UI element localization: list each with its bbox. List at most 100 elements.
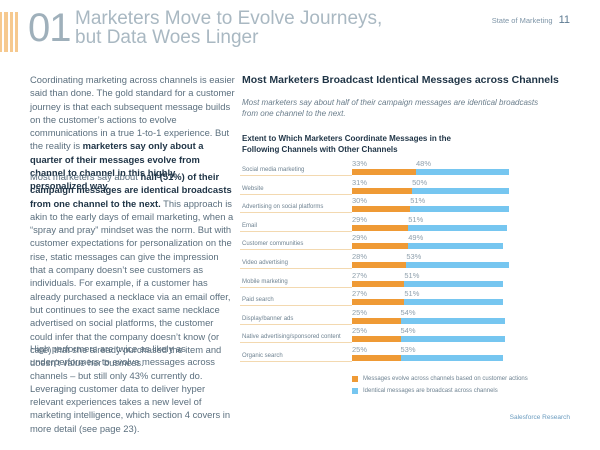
category-label: Organic search bbox=[242, 353, 283, 359]
value-label-evolve: 29% bbox=[352, 214, 368, 224]
row-divider bbox=[240, 268, 352, 269]
row-divider bbox=[240, 230, 352, 232]
category-label: Social media marketing bbox=[242, 167, 305, 173]
bar-identical bbox=[412, 187, 510, 194]
value-label-evolve: 30% bbox=[352, 196, 368, 206]
row-divider bbox=[240, 323, 352, 325]
legend-swatch-orange bbox=[352, 375, 358, 382]
value-label-identical: 51% bbox=[408, 214, 424, 224]
row-divider bbox=[240, 212, 352, 214]
value-label-evolve: 27% bbox=[352, 289, 368, 299]
chart-legend: Messages evolve across channels based on… bbox=[352, 373, 528, 397]
bar-evolve bbox=[352, 187, 413, 194]
footer-source: Salesforce Research bbox=[509, 414, 570, 421]
legend-item-evolve: Messages evolve across channels based on… bbox=[352, 373, 528, 384]
bar-evolve bbox=[352, 169, 417, 175]
chart-row: Native advertising/sponsored content 25% 5… bbox=[240, 325, 530, 344]
row-divider bbox=[240, 175, 352, 176]
chart-title: Extent to Which Marketers Coordinate Mes… bbox=[242, 134, 451, 154]
bar-evolve bbox=[352, 243, 409, 250]
bar-evolve bbox=[352, 336, 401, 343]
row-divider bbox=[240, 305, 352, 307]
value-label-evolve: 31% bbox=[352, 177, 368, 187]
chart-section-subtitle: Most marketers say about half of their c… bbox=[242, 98, 539, 118]
page-number: 11 bbox=[558, 14, 570, 26]
category-label: Customer communities bbox=[242, 241, 304, 248]
value-label-evolve: 28% bbox=[352, 252, 368, 261]
paragraph-3: High performers are twice as likely as u… bbox=[30, 343, 231, 434]
chart-row: Paid search 27% 51% bbox=[240, 288, 530, 307]
chart-row: Website 31% 50% bbox=[240, 177, 530, 195]
category-label: Email bbox=[242, 222, 258, 229]
value-label-identical: 51% bbox=[404, 270, 420, 280]
chart-row: Display/banner ads 25% 54% bbox=[240, 307, 530, 325]
category-label: Display/banner ads bbox=[242, 315, 294, 322]
paragraph-2: Most marketers say about half (51%) of t… bbox=[30, 170, 235, 369]
value-label-evolve: 29% bbox=[352, 233, 368, 243]
row-divider bbox=[240, 286, 352, 288]
chart-row: Organic search 25% 53% bbox=[240, 344, 530, 362]
category-label: Advertising on social platforms bbox=[242, 204, 324, 211]
value-label-evolve: 25% bbox=[352, 326, 368, 336]
category-label: Video advertising bbox=[242, 260, 288, 266]
value-label-identical: 53% bbox=[400, 345, 416, 354]
section-number: 01 bbox=[28, 6, 71, 50]
text: This approach is akin to the early days … bbox=[30, 197, 234, 369]
legend-item-identical: Identical messages are broadcast across … bbox=[352, 385, 528, 396]
row-divider bbox=[240, 361, 352, 362]
value-label-identical: 50% bbox=[412, 177, 428, 187]
category-label: Native advertising/sponsored content bbox=[242, 334, 341, 341]
chart-row: Social media marketing 33% 48% bbox=[240, 158, 530, 176]
value-label-identical: 54% bbox=[400, 307, 416, 317]
bold-text: half (51%) of their campaign messages ar… bbox=[30, 171, 232, 209]
paragraph-1: Coordinating marketing across channels i… bbox=[30, 73, 235, 193]
value-label-identical: 48% bbox=[416, 159, 432, 168]
bar-identical bbox=[406, 262, 510, 268]
legend-label: Identical messages are broadcast across … bbox=[363, 387, 498, 394]
bar-identical bbox=[404, 280, 504, 287]
value-label-evolve: 25% bbox=[352, 307, 368, 317]
bar-identical bbox=[404, 299, 504, 306]
value-label-evolve: 25% bbox=[352, 345, 368, 354]
value-label-evolve: 27% bbox=[352, 270, 368, 280]
section-title: Marketers Move to Evolve Journeys, but D… bbox=[75, 9, 382, 47]
bar-identical bbox=[408, 243, 504, 250]
value-label-evolve: 33% bbox=[352, 159, 368, 168]
section-accent-bars bbox=[0, 12, 19, 52]
bar-identical bbox=[410, 206, 510, 213]
value-label-identical: 51% bbox=[410, 196, 426, 206]
category-label: Mobile marketing bbox=[242, 278, 288, 285]
category-label: Website bbox=[242, 185, 264, 192]
value-label-identical: 49% bbox=[408, 233, 424, 243]
chart-row: Mobile marketing 27% 51% bbox=[240, 270, 530, 288]
bar-identical bbox=[408, 224, 508, 231]
chart-row: Customer communities 29% 49% bbox=[240, 232, 530, 251]
chart-row: Advertising on social platforms 30% 51% bbox=[240, 195, 530, 214]
bar-identical bbox=[400, 317, 506, 324]
bar-identical bbox=[400, 336, 506, 343]
page-header: State of Marketing 11 bbox=[492, 14, 570, 26]
bar-evolve bbox=[352, 262, 407, 268]
value-label-identical: 54% bbox=[400, 326, 416, 336]
row-divider bbox=[240, 342, 352, 344]
chart-row: Email 29% 51% bbox=[240, 214, 530, 232]
bar-identical bbox=[400, 355, 504, 361]
chart-section-title: Most Marketers Broadcast Identical Messa… bbox=[242, 74, 559, 86]
stacked-bar-chart: Social media marketing 33% 48% Website 31% 50… bbox=[240, 158, 540, 368]
value-label-identical: 51% bbox=[404, 289, 420, 299]
bar-evolve bbox=[352, 317, 401, 324]
chart-row: Video advertising 28% 53% bbox=[240, 251, 530, 269]
section-title-line2: but Data Woes Linger bbox=[75, 27, 259, 48]
bar-evolve bbox=[352, 224, 409, 231]
row-divider bbox=[240, 193, 352, 195]
legend-swatch-blue bbox=[352, 387, 358, 394]
value-label-identical: 53% bbox=[406, 252, 422, 261]
text: Coordinating marketing across channels i… bbox=[30, 74, 235, 152]
bar-evolve bbox=[352, 206, 411, 213]
bar-evolve bbox=[352, 355, 401, 361]
publication-name: State of Marketing bbox=[491, 16, 553, 25]
legend-label: Messages evolve across channels based on… bbox=[363, 375, 528, 382]
row-divider bbox=[240, 249, 352, 251]
bar-evolve bbox=[352, 280, 405, 287]
bar-identical bbox=[416, 169, 510, 175]
